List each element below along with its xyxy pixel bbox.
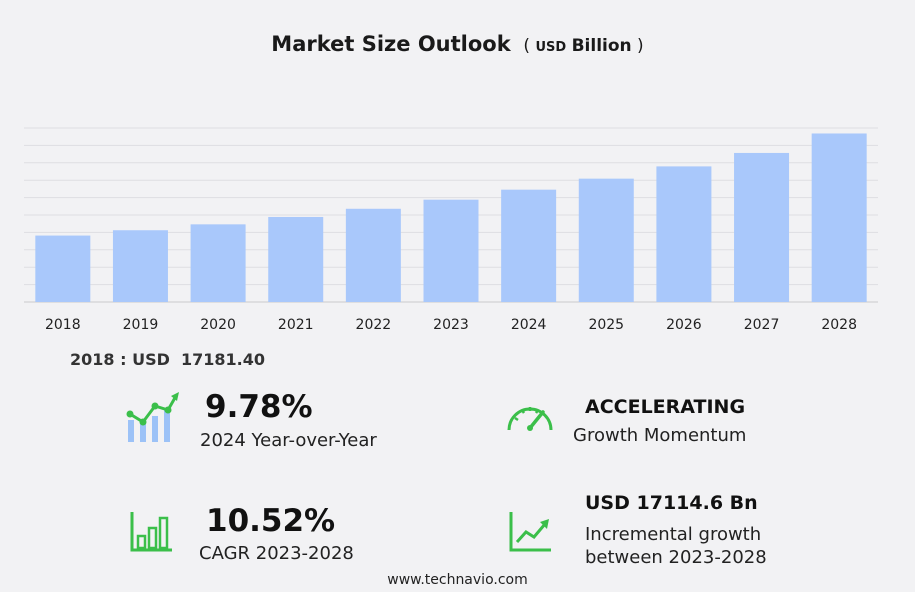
x-tick-label: 2024 bbox=[511, 317, 547, 333]
x-tick-label: 2020 bbox=[200, 317, 236, 333]
bar-2028 bbox=[811, 133, 867, 302]
base-year-value: 2018 : USD 17181.40 bbox=[70, 350, 266, 369]
chart-title: Market Size Outlook ( USD Billion ) bbox=[0, 32, 915, 56]
x-tick-label: 2027 bbox=[744, 317, 780, 333]
bar-chart: 2018 2019 2020 2021 2022 2023 2024 2025 2026 2027… bbox=[24, 127, 878, 333]
bar-2026 bbox=[656, 166, 712, 302]
incremental-label-line2: between 2023-2028 bbox=[585, 547, 767, 568]
x-tick-label: 2028 bbox=[821, 317, 857, 333]
incremental-label-line1: Incremental growth bbox=[585, 524, 762, 545]
incremental-value: USD 17114.6 Bn bbox=[585, 492, 758, 514]
speedometer-icon bbox=[507, 407, 553, 431]
bar-2022 bbox=[345, 208, 401, 302]
x-tick-label: 2022 bbox=[356, 317, 392, 333]
chart-bars bbox=[35, 133, 867, 302]
growth-chart-icon bbox=[126, 392, 179, 442]
x-tick-label: 2026 bbox=[666, 317, 702, 333]
footer-site: www.technavio.com bbox=[387, 572, 528, 588]
momentum-value: ACCELERATING bbox=[585, 396, 746, 418]
x-tick-label: 2021 bbox=[278, 317, 314, 333]
cagr-label: CAGR 2023-2028 bbox=[199, 543, 354, 564]
bar-2023 bbox=[423, 199, 479, 302]
x-axis-ticks: 2018 2019 2020 2021 2022 2023 2024 2025 2026 2027… bbox=[45, 317, 857, 333]
x-tick-label: 2023 bbox=[433, 317, 469, 333]
bar-chart-icon bbox=[130, 512, 172, 552]
title-unit: ( USD Billion ) bbox=[518, 36, 644, 56]
x-tick-label: 2019 bbox=[123, 317, 159, 333]
bar-2019 bbox=[112, 230, 168, 302]
bar-2018 bbox=[35, 235, 91, 302]
bar-2027 bbox=[734, 152, 790, 302]
bar-2021 bbox=[268, 216, 324, 302]
bar-2025 bbox=[578, 178, 634, 302]
x-tick-label: 2018 bbox=[45, 317, 81, 333]
bar-2020 bbox=[190, 224, 246, 302]
title-text: Market Size Outlook bbox=[271, 32, 511, 56]
yoy-value: 9.78% bbox=[205, 389, 313, 425]
bar-2024 bbox=[501, 189, 557, 302]
yoy-label: 2024 Year-over-Year bbox=[200, 430, 377, 451]
momentum-label: Growth Momentum bbox=[573, 425, 747, 446]
x-tick-label: 2025 bbox=[588, 317, 624, 333]
cagr-value: 10.52% bbox=[206, 503, 336, 539]
trend-line-icon bbox=[509, 512, 551, 552]
